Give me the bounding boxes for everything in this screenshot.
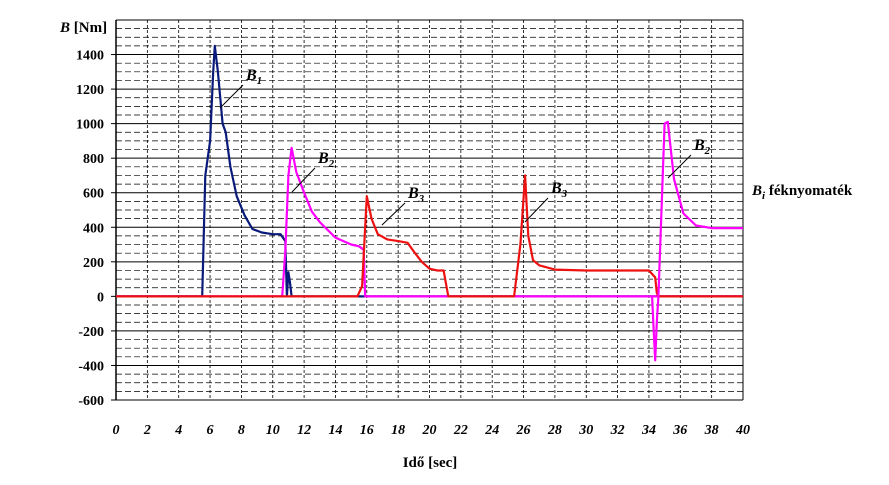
x-tick-label: 14 [328,423,342,438]
y-tick-label: 1400 [76,49,104,64]
y-tick-label: 600 [83,187,104,202]
x-tick-label: 8 [238,423,245,438]
series-line [116,146,743,298]
series-line [651,120,743,362]
y-tick-label: 0 [97,290,104,305]
x-tick-label: 2 [143,423,151,438]
annotation-label: B1 [245,67,262,87]
series-line [116,44,743,298]
annotation-label: B2 [693,137,711,157]
axes [111,19,744,401]
x-axis-title: Idő [sec] [403,455,458,471]
x-tick-label: 18 [391,423,405,438]
y-tick-labels: 1400 1200 1000 800 600 400 200 0 -200 -400 -600 [76,49,104,409]
annotation-label: B2 [317,150,335,170]
x-tick-label: 38 [704,423,719,438]
annotation-leader [291,167,316,193]
x-tick-label: 0 [113,423,120,438]
x-tick-label: 34 [641,423,656,438]
y-axis-title: B [Nm] [59,20,107,36]
x-tick-label: 40 [735,423,750,438]
grid-lines [115,19,744,401]
y-tick-label: -400 [78,359,104,374]
y-tick-label: 800 [83,152,104,167]
series-annotations: B1 B2 B3 B3 B2 [219,67,711,226]
x-tick-label: 20 [422,423,437,438]
annotation-leader [381,202,406,226]
y-tick-label: -600 [78,394,104,409]
legend-note: Bi féknyomaték [751,183,853,202]
annotation-label: B3 [407,185,425,205]
y-tick-label: 200 [83,256,104,271]
annotation-leader [219,84,244,109]
x-tick-label: 4 [174,423,182,438]
y-tick-label: 400 [83,221,104,236]
y-tick-label: -200 [78,325,104,340]
annotation-leader [524,197,549,223]
x-tick-label: 12 [297,423,311,438]
x-tick-label: 26 [516,423,531,438]
x-tick-labels: 0 2 4 6 8 10 12 14 16 18 20 22 24 26 28 30 32 34 36 38 40 [113,423,751,438]
x-tick-label: 22 [453,423,468,438]
y-tick-label: 1200 [76,83,104,98]
x-tick-label: 36 [672,423,687,438]
annotation-leader [667,154,692,179]
x-tick-label: 24 [484,423,499,438]
series-line [116,174,743,298]
x-tick-label: 32 [610,423,625,438]
x-tick-label: 16 [360,423,374,438]
y-tick-label: 1000 [76,118,104,133]
x-tick-label: 30 [578,423,593,438]
series-layer [116,44,743,362]
x-tick-label: 28 [547,423,562,438]
x-tick-label: 10 [266,423,280,438]
annotation-label: B3 [550,180,568,200]
x-tick-label: 6 [207,423,214,438]
